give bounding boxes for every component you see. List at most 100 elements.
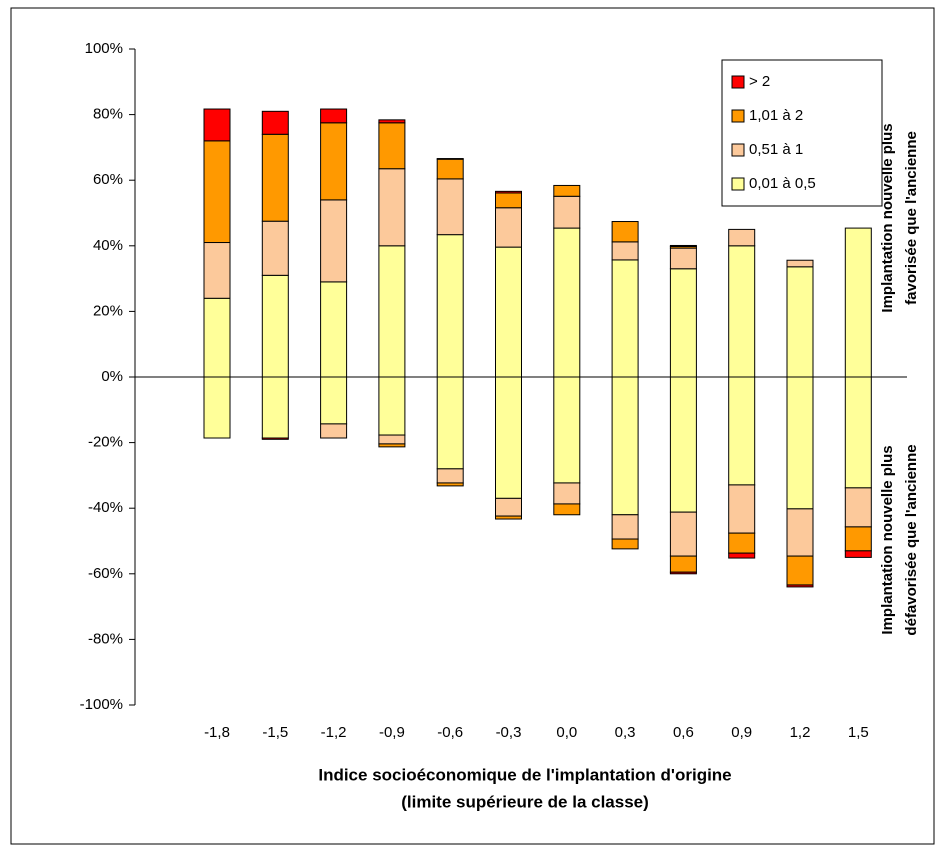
bar-segment <box>786 508 814 557</box>
bar-segment <box>728 552 756 559</box>
bar-segment <box>669 555 697 573</box>
bar-segment <box>378 119 406 124</box>
legend-label: 0,01 à 0,5 <box>749 175 816 192</box>
y-tick-label: 100% <box>85 40 123 57</box>
x-tick-label: 1,5 <box>848 724 869 741</box>
bar-segment <box>378 168 406 247</box>
bar-segment <box>261 274 289 378</box>
bar-segment <box>553 482 581 505</box>
y-tick-label: 40% <box>93 237 123 254</box>
bar-segment <box>611 514 639 540</box>
x-tick-label: 0,6 <box>673 724 694 741</box>
x-tick-label: -0,9 <box>379 724 405 741</box>
y-tick-label: 60% <box>93 171 123 188</box>
bar-segment <box>553 184 581 197</box>
bar-segment <box>261 220 289 276</box>
bar-segment <box>728 228 756 247</box>
y-tick-label: -20% <box>88 434 123 451</box>
x-tick-label: -0,6 <box>437 724 463 741</box>
legend-label: > 2 <box>749 73 770 90</box>
annotation: Implantation nouvelle plus <box>879 123 896 312</box>
bar-segment <box>436 158 464 160</box>
bar-segment <box>669 571 697 575</box>
legend-label: 1,01 à 2 <box>749 107 803 124</box>
x-tick-label: -0,3 <box>496 724 522 741</box>
annotation: défavorisée que l'ancienne <box>903 444 920 635</box>
bar-segment <box>495 497 522 517</box>
bar-segment <box>786 584 814 588</box>
x-tick-label: 0,3 <box>615 724 636 741</box>
bar-segment <box>728 376 756 486</box>
legend-swatch <box>731 143 745 157</box>
legend-swatch <box>731 75 745 89</box>
bar-segment <box>436 482 464 487</box>
bar-segment <box>495 192 522 209</box>
x-tick-label: -1,5 <box>262 724 288 741</box>
bar-segment <box>203 108 231 142</box>
bar-segment <box>320 423 348 439</box>
bar-segment <box>378 434 406 445</box>
bar-segment <box>436 376 464 470</box>
bar-segment <box>844 227 872 378</box>
bar-segment <box>320 376 348 425</box>
bar-segment <box>203 376 231 439</box>
bar-segment <box>320 199 348 283</box>
bar-segment <box>844 550 872 558</box>
y-tick-label: -100% <box>80 696 123 713</box>
bar-segment <box>261 437 289 440</box>
bar-segment <box>553 376 581 484</box>
x-axis-title: (limite supérieure de la classe) <box>401 792 649 811</box>
legend-label: 0,51 à 1 <box>749 141 803 158</box>
annotation: Implantation nouvelle plus <box>879 445 896 634</box>
bar-segment <box>611 259 639 378</box>
y-tick-label: 20% <box>93 302 123 319</box>
bar-segment <box>261 376 289 439</box>
bar-segment <box>261 110 289 135</box>
bar-segment <box>203 242 231 299</box>
legend-swatch <box>731 109 745 123</box>
x-tick-label: -1,2 <box>321 724 347 741</box>
bar-segment <box>378 376 406 436</box>
x-tick-label: 0,9 <box>731 724 752 741</box>
bar-segment <box>669 511 697 557</box>
x-tick-label: 1,2 <box>790 724 811 741</box>
bar-segment <box>728 484 756 534</box>
bar-segment <box>844 526 872 552</box>
bar-segment <box>669 244 697 247</box>
bar-segment <box>495 207 522 248</box>
bar-segment <box>669 376 697 513</box>
bar-segment <box>436 468 464 484</box>
bar-segment <box>669 247 697 270</box>
bar-segment <box>728 532 756 554</box>
annotation: favorisée que l'ancienne <box>903 131 920 305</box>
bar-segment <box>320 122 348 201</box>
bar-segment <box>320 108 348 124</box>
bar-segment <box>844 376 872 489</box>
bar-segment <box>553 503 581 516</box>
bar-segment <box>436 158 464 180</box>
y-tick-label: 80% <box>93 106 123 123</box>
bar-segment <box>495 246 522 378</box>
bar-segment <box>378 122 406 170</box>
bar-segment <box>786 376 814 510</box>
bar-segment <box>203 297 231 378</box>
bar-segment <box>495 515 522 520</box>
bar-segment <box>436 234 464 378</box>
bar-segment <box>844 487 872 528</box>
bar-segment <box>495 376 522 499</box>
bar-segment <box>320 281 348 378</box>
y-tick-label: -80% <box>88 630 123 647</box>
bar-segment <box>786 266 814 378</box>
bar-segment <box>203 140 231 244</box>
bar-segment <box>728 245 756 378</box>
bar-segment <box>611 376 639 516</box>
y-tick-label: 0% <box>101 368 123 385</box>
legend-box <box>721 59 883 207</box>
legend-swatch <box>731 177 745 191</box>
bar-segment <box>553 227 581 378</box>
bar-segment <box>611 538 639 550</box>
bar-segment <box>669 268 697 378</box>
bar-segment <box>786 259 814 268</box>
x-tick-label: -1,8 <box>204 724 230 741</box>
